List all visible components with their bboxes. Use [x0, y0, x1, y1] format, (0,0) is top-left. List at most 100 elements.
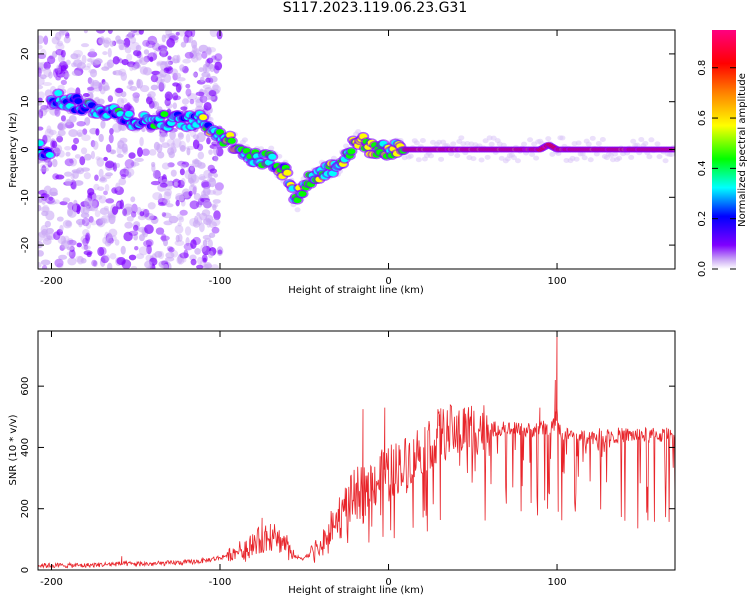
spectral-noise — [57, 40, 64, 47]
spectral-noise — [126, 53, 133, 62]
spectral-noise — [46, 125, 52, 134]
spectral-noise — [84, 117, 91, 126]
spectral-noise — [204, 238, 211, 243]
spectral-noise — [38, 101, 43, 106]
spectral-noise — [71, 144, 78, 151]
spectral-noise — [40, 259, 51, 266]
spectral-noise — [113, 70, 123, 76]
spectral-noise — [139, 84, 150, 93]
ridge-core — [38, 145, 39, 149]
spectral-noise — [164, 33, 174, 39]
spectral-noise — [65, 151, 71, 157]
spectral-noise — [200, 76, 205, 83]
spectral-noise — [89, 48, 95, 54]
snr-panel: -200 -100 0 100 0 200 400 600 Height of straig… — [8, 330, 676, 596]
spectrogram-y-axis-label: Frequency (Hz) — [8, 112, 19, 188]
spectral-noise — [38, 91, 45, 100]
spectral-noise — [175, 195, 185, 202]
spectral-noise — [168, 246, 175, 253]
spectral-noise — [81, 54, 87, 64]
spectral-noise — [145, 40, 156, 49]
spectral-noise — [38, 97, 43, 103]
spectral-noise — [83, 197, 93, 208]
y-tick-label: -10 — [20, 189, 31, 205]
spectral-halo — [413, 140, 420, 146]
spectral-noise — [118, 42, 125, 51]
spectral-noise — [90, 220, 97, 226]
spectral-noise — [156, 81, 166, 91]
spectral-noise — [60, 235, 66, 245]
spectral-noise — [194, 248, 201, 255]
spectral-noise — [163, 198, 171, 205]
spectral-noise — [212, 82, 219, 91]
spectral-halo — [579, 151, 586, 157]
spectral-noise — [198, 174, 206, 181]
spectral-noise — [203, 218, 212, 226]
spectral-noise — [166, 138, 175, 148]
spectral-noise — [120, 98, 128, 104]
colorbar-tick-label: 0.6 — [697, 110, 708, 126]
x-tick-label: 100 — [547, 276, 566, 287]
spectral-noise — [213, 210, 221, 221]
spectral-halo — [668, 151, 675, 157]
spectral-noise — [189, 165, 195, 171]
spectral-noise — [150, 180, 161, 186]
spectral-noise — [43, 67, 52, 78]
spectral-noise — [120, 245, 126, 255]
spectral-noise — [196, 264, 204, 269]
spectral-noise — [83, 172, 91, 180]
spectral-noise — [164, 98, 171, 107]
spectral-noise — [196, 132, 206, 143]
spectral-noise — [83, 244, 89, 250]
spectral-noise — [207, 239, 213, 248]
spectral-noise — [102, 51, 108, 56]
spectral-noise — [52, 68, 59, 78]
spectral-noise — [130, 161, 140, 167]
spectral-noise — [106, 236, 113, 246]
spectral-noise — [197, 151, 205, 160]
spectral-noise — [115, 162, 121, 168]
spectrogram-heatmap — [38, 30, 675, 269]
spectral-halo — [533, 155, 540, 161]
spectral-halo — [616, 155, 623, 161]
ridge-core — [125, 110, 133, 117]
spectral-noise — [56, 216, 64, 222]
spectral-noise — [63, 35, 71, 44]
spectral-noise — [106, 59, 115, 68]
spectral-noise — [119, 137, 128, 144]
spectral-noise — [88, 69, 97, 74]
spectral-noise — [99, 177, 108, 183]
spectral-noise — [159, 48, 168, 54]
spectral-noise — [213, 173, 219, 178]
spectral-noise — [187, 93, 198, 101]
spectral-noise — [196, 143, 204, 151]
spectral-halo — [648, 137, 655, 143]
spectral-noise — [107, 30, 113, 34]
spectral-halo — [207, 116, 214, 122]
spectral-noise — [46, 235, 53, 240]
spectral-noise — [184, 30, 193, 38]
spectral-noise — [160, 78, 165, 83]
spectral-noise — [167, 162, 175, 168]
spectral-noise — [108, 214, 116, 225]
spectral-noise — [129, 64, 134, 72]
spectral-noise — [85, 232, 91, 241]
spectral-noise — [78, 221, 83, 228]
spectral-noise — [124, 206, 133, 215]
spectral-noise — [209, 75, 218, 83]
spectral-noise — [138, 246, 149, 256]
spectral-noise — [134, 157, 144, 163]
spectral-noise — [190, 258, 197, 266]
spectral-noise — [38, 62, 45, 71]
spectral-noise — [109, 40, 115, 47]
spectral-noise — [90, 139, 96, 148]
spectral-noise — [38, 67, 44, 74]
spectral-noise — [124, 221, 133, 229]
spectral-noise — [83, 30, 88, 34]
spectral-noise — [119, 168, 130, 177]
ridge-core — [283, 169, 292, 176]
spectral-noise — [80, 43, 90, 48]
spectral-noise — [147, 52, 158, 62]
spectral-noise — [87, 87, 95, 94]
spectral-noise — [206, 137, 211, 145]
